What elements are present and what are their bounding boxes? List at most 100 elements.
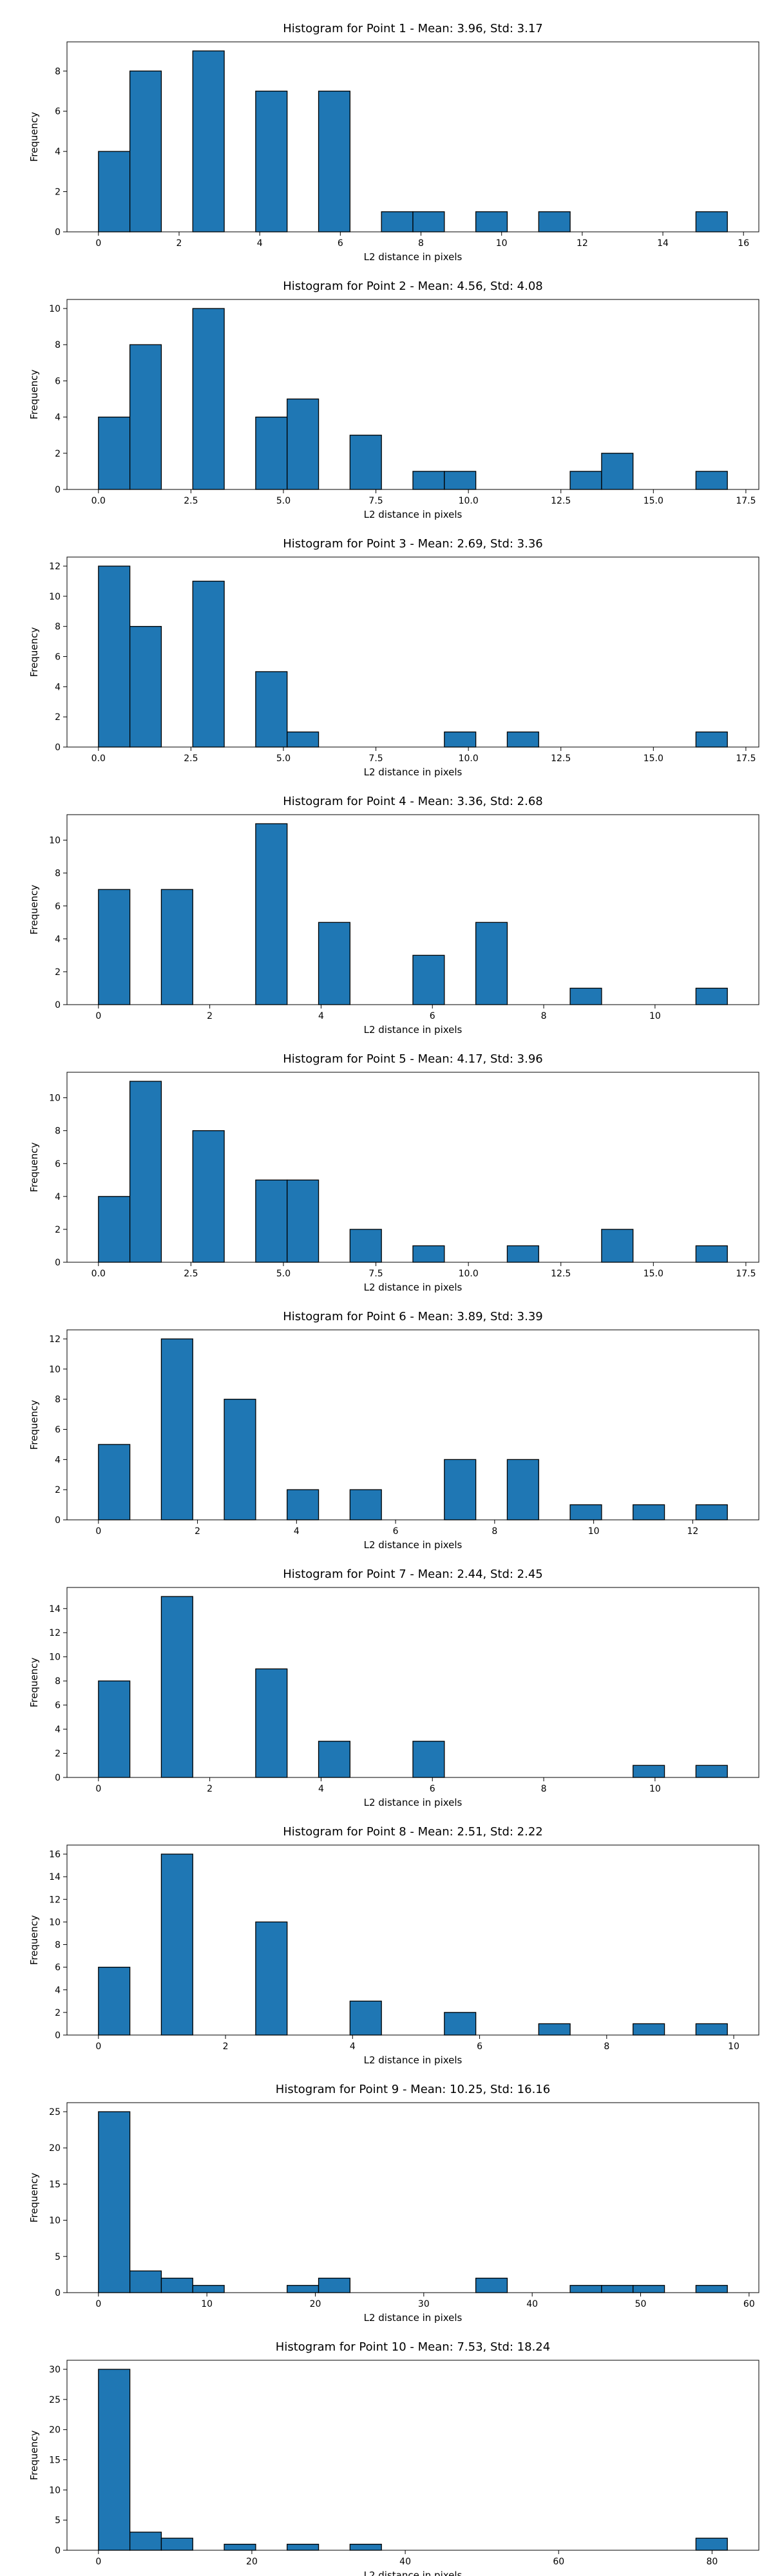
x-tick-label: 12.5 <box>551 496 571 506</box>
y-tick-label: 4 <box>55 147 61 157</box>
bar <box>98 151 131 232</box>
bar <box>192 580 225 748</box>
bar <box>475 2277 508 2293</box>
bar <box>412 954 445 1005</box>
y-axis-label: Frequency <box>28 2173 40 2223</box>
bar <box>444 1459 477 1520</box>
x-tick-label: 30 <box>418 2299 430 2309</box>
bar <box>695 1245 728 1263</box>
x-tick-label: 10 <box>588 1526 600 1537</box>
bar <box>129 344 162 490</box>
x-tick-label: 0 <box>95 1526 101 1537</box>
bar <box>695 1504 728 1520</box>
bar <box>98 889 131 1005</box>
y-tick-label: 0 <box>55 2288 61 2298</box>
y-tick-label: 15 <box>49 2456 61 2466</box>
x-tick-label: 8 <box>604 2041 609 2052</box>
x-tick-label: 15.0 <box>644 1269 663 1279</box>
x-tick-label: 10 <box>201 2299 213 2309</box>
y-tick-label: 6 <box>55 376 61 386</box>
bar <box>506 1459 539 1520</box>
chart-title: Histogram for Point 7 - Mean: 2.44, Std:… <box>283 1567 543 1581</box>
x-tick-label: 20 <box>246 2557 258 2567</box>
x-tick-label: 15.0 <box>644 496 663 506</box>
x-axis-label: L2 distance in pixels <box>364 2312 463 2324</box>
bar <box>287 2543 320 2551</box>
bar <box>160 1596 193 1778</box>
bar <box>192 308 225 490</box>
y-tick-label: 4 <box>55 1192 61 1202</box>
bar <box>538 2023 571 2036</box>
plot-frame <box>66 41 759 232</box>
y-tick-label: 14 <box>49 1604 61 1615</box>
y-tick-label: 10 <box>49 1094 61 1104</box>
y-tick-label: 4 <box>55 1725 61 1735</box>
bar <box>601 453 634 490</box>
chart-panel: Histogram for Point 7 - Mean: 2.44, Std:… <box>28 1567 759 1808</box>
plot-frame <box>66 556 759 748</box>
bar <box>255 1179 288 1263</box>
bar <box>569 1504 602 1520</box>
x-tick-label: 10.0 <box>459 753 479 764</box>
bar <box>412 471 445 490</box>
x-tick-label: 4 <box>257 238 263 249</box>
bar <box>287 2285 320 2293</box>
bar <box>318 90 351 232</box>
y-tick-label: 2 <box>55 967 61 978</box>
plot-frame <box>66 1844 759 2036</box>
x-tick-label: 0.0 <box>91 1269 106 1279</box>
bar <box>224 1399 256 1520</box>
x-tick-label: 40 <box>399 2557 411 2567</box>
bar <box>255 416 288 490</box>
bar <box>444 731 477 748</box>
bar <box>129 626 162 748</box>
x-tick-label: 2.5 <box>184 753 198 764</box>
bar <box>349 2000 382 2036</box>
x-tick-label: 5.0 <box>276 1269 291 1279</box>
x-tick-label: 10 <box>649 1011 661 1021</box>
plot-frame <box>66 1587 759 1778</box>
bar <box>98 1680 131 1778</box>
bar <box>695 987 728 1005</box>
y-tick-label: 4 <box>55 934 61 945</box>
x-tick-label: 80 <box>706 2557 718 2567</box>
bar <box>192 1130 225 1263</box>
y-tick-label: 15 <box>49 2179 61 2190</box>
chart-panel: Histogram for Point 8 - Mean: 2.51, Std:… <box>28 1825 759 2066</box>
x-tick-label: 12 <box>577 238 588 249</box>
chart-title: Histogram for Point 2 - Mean: 4.56, Std:… <box>283 279 543 293</box>
x-tick-label: 4 <box>318 1011 324 1021</box>
x-axis-label: L2 distance in pixels <box>364 1539 463 1551</box>
x-tick-label: 5.0 <box>276 496 291 506</box>
y-tick-label: 4 <box>55 1455 61 1465</box>
bar <box>695 211 728 232</box>
chart-panel: Histogram for Point 1 - Mean: 3.96, Std:… <box>28 22 759 263</box>
bar <box>695 1765 728 1778</box>
x-tick-label: 17.5 <box>736 753 756 764</box>
y-tick-label: 6 <box>55 902 61 912</box>
x-tick-label: 0 <box>95 2557 101 2567</box>
x-tick-label: 2 <box>195 1526 200 1537</box>
bar <box>98 2111 131 2293</box>
x-tick-label: 40 <box>526 2299 538 2309</box>
y-tick-label: 2 <box>55 1225 61 1235</box>
y-tick-label: 10 <box>49 836 61 846</box>
y-tick-label: 12 <box>49 1895 61 1905</box>
x-tick-label: 4 <box>350 2041 356 2052</box>
chart-panel: Histogram for Point 5 - Mean: 4.17, Std:… <box>28 1052 759 1293</box>
x-tick-label: 8 <box>491 1526 497 1537</box>
x-tick-label: 6 <box>338 238 343 249</box>
x-tick-label: 10 <box>728 2041 740 2052</box>
x-tick-label: 0.0 <box>91 753 106 764</box>
x-tick-label: 0 <box>95 238 101 249</box>
chart-title: Histogram for Point 3 - Mean: 2.69, Std:… <box>283 537 543 551</box>
y-tick-label: 2 <box>55 1749 61 1759</box>
x-tick-label: 4 <box>318 1784 324 1794</box>
bar <box>98 1966 131 2036</box>
bar <box>695 731 728 748</box>
y-tick-label: 25 <box>49 2395 61 2405</box>
y-tick-label: 8 <box>55 1395 61 1405</box>
x-tick-label: 7.5 <box>368 496 383 506</box>
y-tick-label: 6 <box>55 652 61 663</box>
